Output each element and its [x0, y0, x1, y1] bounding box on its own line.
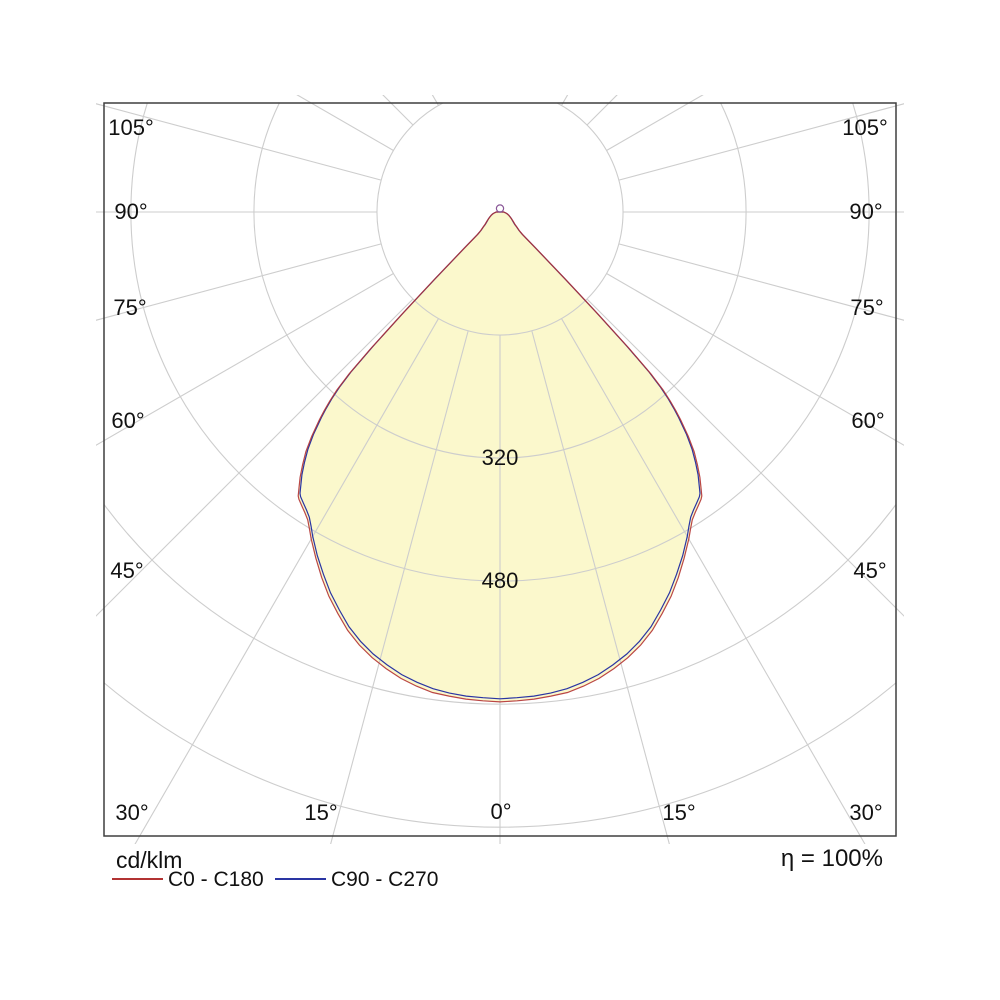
grid-radial--75deg	[96, 243, 382, 321]
grid-radial-165deg	[532, 0, 798, 93]
grid-radial--150deg	[431, 95, 439, 106]
grid-radial--165deg	[202, 0, 468, 93]
angle-label-90deg-1: 90°	[114, 199, 147, 224]
angle-label-75deg-2: 75°	[113, 295, 146, 320]
angle-label-75deg-8: 75°	[850, 295, 883, 320]
ring-label-480: 480	[482, 568, 519, 593]
grid-radial-135deg	[586, 95, 618, 126]
angle-label-105deg-0: 105°	[108, 115, 154, 140]
legend-label-c90: C90 - C270	[331, 868, 439, 891]
grid-radial--15deg	[330, 330, 469, 844]
plot-border	[103, 102, 897, 837]
grid-radial-75deg	[618, 243, 904, 321]
efficiency-label: η = 100%	[780, 845, 883, 872]
apex-loop-marker	[495, 204, 505, 213]
angle-label-30deg-5: 30°	[115, 800, 148, 825]
angle-label-15deg-14: 15°	[662, 800, 695, 825]
grid-radial--135deg	[382, 95, 414, 126]
angle-label-15deg-12: 15°	[304, 800, 337, 825]
curve-c0-c180	[297, 211, 703, 703]
legend-line-c0-icon	[112, 878, 163, 880]
legend-label-c0: C0 - C180	[168, 868, 264, 891]
ring-label-320: 320	[482, 445, 519, 470]
angle-label-90deg-7: 90°	[849, 199, 882, 224]
angle-label-60deg-9: 60°	[851, 408, 884, 433]
grid-radial-120deg	[606, 95, 704, 151]
grid-radial--120deg	[296, 95, 394, 151]
grid-radial--60deg	[96, 273, 394, 446]
grid-radial-45deg	[586, 298, 904, 617]
angle-label-45deg-10: 45°	[853, 558, 886, 583]
grid-radial-60deg	[606, 273, 904, 446]
grid-radial--30deg	[134, 318, 439, 844]
grid-radial-105deg	[618, 103, 904, 181]
angle-label-45deg-4: 45°	[110, 558, 143, 583]
grid-radial-30deg	[561, 318, 866, 844]
angle-label-0deg-13: 0°	[490, 799, 511, 824]
angle-label-105deg-6: 105°	[842, 115, 888, 140]
grid-radial--45deg	[96, 298, 414, 617]
angle-label-60deg-3: 60°	[111, 408, 144, 433]
grid-radial-15deg	[531, 330, 670, 844]
grid-radial-150deg	[561, 95, 569, 106]
grid-radial--105deg	[96, 103, 382, 181]
legend-line-c90-icon	[275, 878, 326, 880]
angle-label-30deg-11: 30°	[849, 800, 882, 825]
unit-label: cd/klm	[116, 847, 183, 873]
